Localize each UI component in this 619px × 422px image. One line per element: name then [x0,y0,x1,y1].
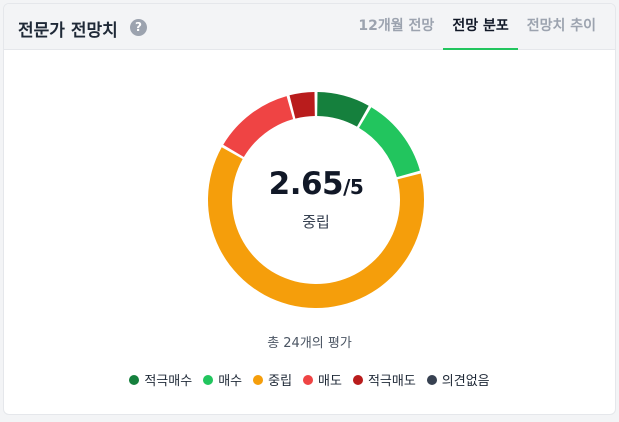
donut-slice-3[interactable] [223,96,294,157]
legend-item-4[interactable]: 적극매도 [352,370,416,389]
legend-label: 의견없음 [441,374,490,389]
donut-slice-1[interactable] [359,107,420,178]
tab-bar: 12개월 전망 전망 분포 전망치 추이 [349,4,605,50]
donut-slice-2[interactable] [208,147,424,308]
legend-dot-icon [129,374,140,385]
legend-label: 매수 [218,374,243,389]
tab-forecast-distribution[interactable]: 전망 분포 [443,4,519,50]
analyst-forecast-card: 전문가 전망치 ? 12개월 전망 전망 분포 전망치 추이 2.65/5 중립… [3,3,616,415]
legend-item-5[interactable]: 의견없음 [426,370,490,389]
tab-forecast-trend[interactable]: 전망치 추이 [526,18,596,34]
donut-slice-4[interactable] [289,92,315,119]
legend-dot-icon [426,374,437,385]
legend-item-1[interactable]: 매수 [203,370,242,389]
chart-legend: 적극매수 매수 중립 매도 적극매도 의견없음 [4,370,615,389]
score-number: 2.65 [268,166,344,202]
legend-dot-icon [352,374,363,385]
donut-center: 2.65/5 중립 [208,92,424,308]
help-icon[interactable]: ? [130,19,147,36]
legend-item-0[interactable]: 적극매수 [129,370,192,389]
legend-label: 중립 [268,374,293,389]
legend-label: 적극매수 [144,374,193,389]
card-header: 전문가 전망치 ? 12개월 전망 전망 분포 전망치 추이 [4,4,615,50]
legend-dot-icon [253,374,264,385]
total-ratings: 총 24개의 평가 [267,336,352,351]
card-title: 전문가 전망치 [18,21,118,41]
rating-label: 중립 [302,213,330,231]
legend-label: 매도 [318,374,342,389]
donut-chart: 2.65/5 중립 [208,92,424,308]
legend-item-3[interactable]: 매도 [303,370,342,389]
score-value: 2.65/5 [208,166,424,202]
legend-label: 적극매도 [367,374,416,389]
tab-12-month-forecast[interactable]: 12개월 전망 [358,18,435,34]
legend-dot-icon [203,374,214,385]
donut-svg [208,92,424,308]
score-max: /5 [343,175,364,199]
donut-slice-0[interactable] [317,92,369,127]
legend-item-2[interactable]: 중립 [253,370,292,389]
legend-dot-icon [303,374,314,385]
